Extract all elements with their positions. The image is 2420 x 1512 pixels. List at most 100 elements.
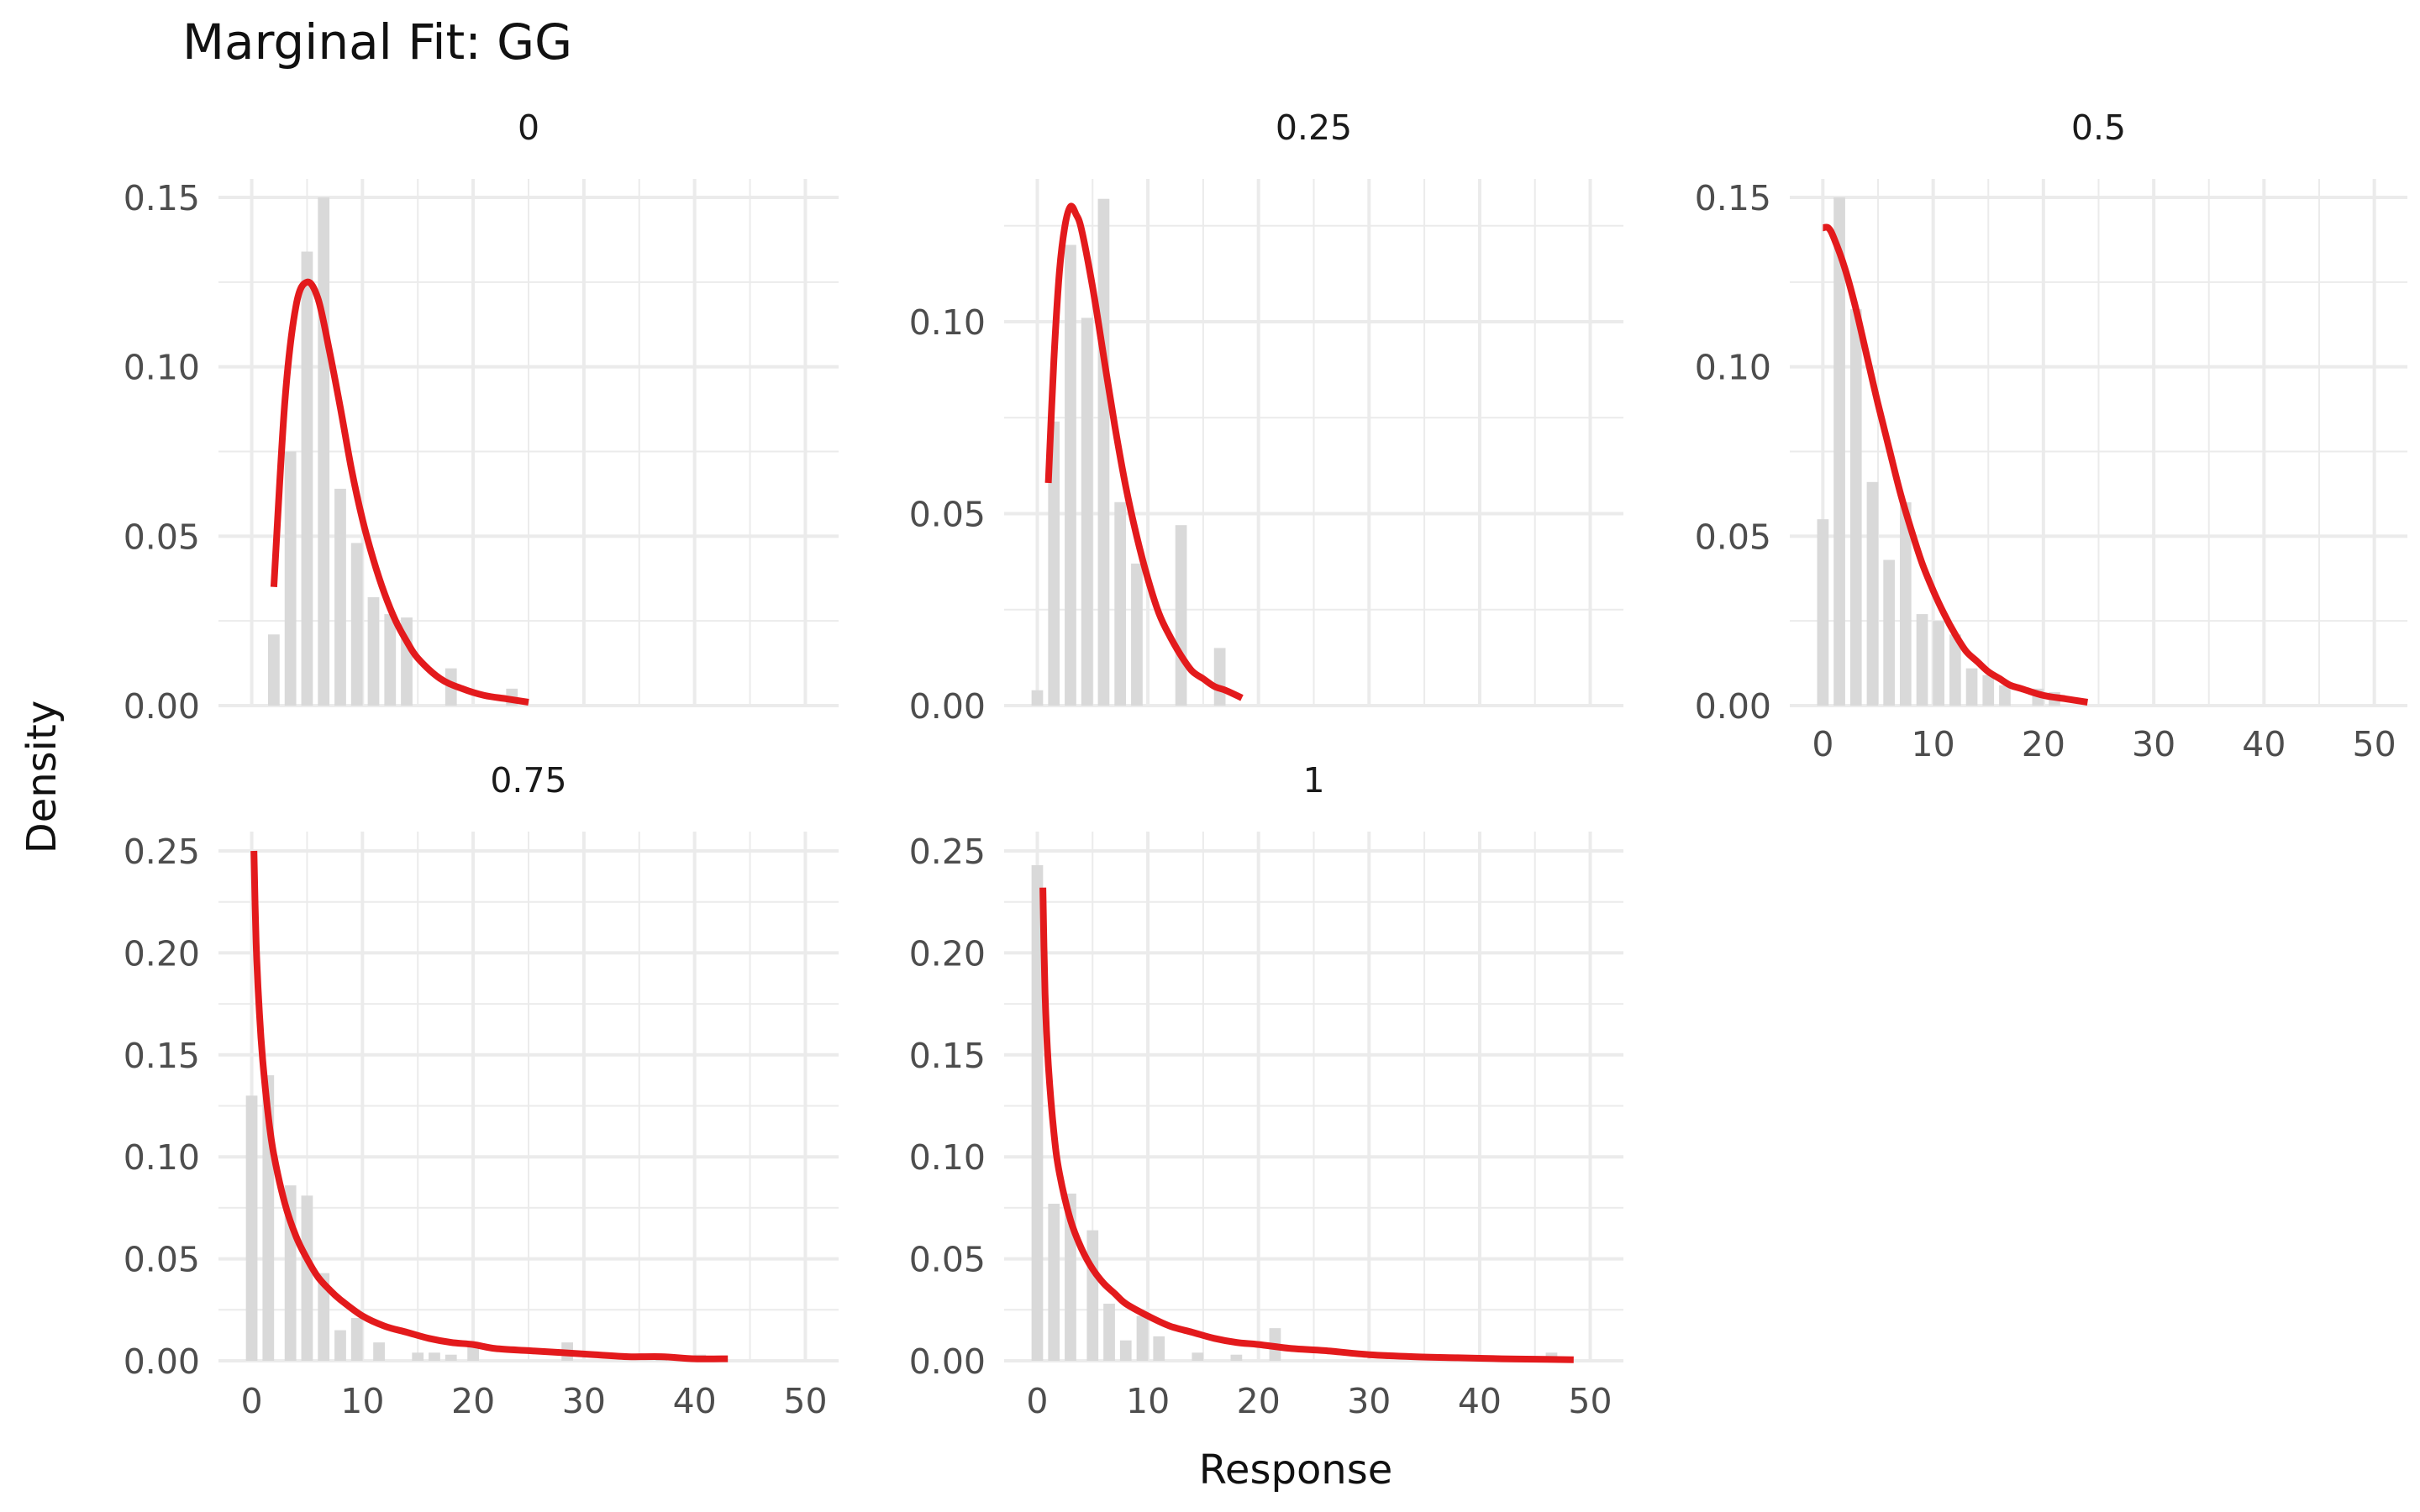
x-tick-label: 50 — [783, 1381, 827, 1421]
histogram-bar — [1883, 559, 1895, 706]
histogram-bar — [429, 1352, 440, 1361]
y-tick-label: 0.00 — [124, 686, 200, 727]
histogram-bar — [412, 1352, 424, 1361]
histogram-bar — [1175, 525, 1187, 706]
x-tick-label: 0 — [1026, 1381, 1048, 1421]
x-tick-label: 30 — [2132, 724, 2175, 764]
histogram-bar — [1153, 1336, 1165, 1361]
histogram-bar — [301, 251, 313, 706]
x-tick-label: 0 — [240, 1381, 262, 1421]
y-tick-label: 0.10 — [909, 1137, 986, 1178]
x-tick-label: 50 — [1568, 1381, 1612, 1421]
y-tick-label: 0.00 — [909, 1341, 986, 1382]
y-tick-label: 0.00 — [909, 686, 986, 727]
histogram-bar — [268, 634, 280, 706]
histogram-bar — [1999, 685, 2011, 706]
y-tick-label: 0.15 — [124, 178, 200, 218]
histogram-bar — [1899, 502, 1912, 706]
histogram-bar — [1048, 421, 1060, 706]
histogram-bar — [1933, 621, 1945, 706]
fit-curve-line — [1044, 202, 1244, 701]
histogram-bar — [445, 1354, 457, 1361]
histogram-bar — [1114, 501, 1127, 706]
histogram-bar — [1916, 614, 1928, 706]
y-axis-label: Density — [18, 701, 66, 853]
histogram-bar — [284, 451, 297, 706]
x-tick-label: 0 — [1812, 724, 1833, 764]
facet-strip-label: 0.75 — [490, 760, 566, 801]
y-tick-label: 0.00 — [124, 1341, 200, 1382]
histogram-bar — [1086, 1230, 1099, 1361]
histogram-bar — [1982, 675, 1995, 706]
y-tick-label: 0.05 — [124, 517, 200, 557]
y-tick-label: 0.25 — [909, 832, 986, 872]
y-tick-label: 0.15 — [909, 1036, 986, 1076]
x-tick-label: 20 — [2022, 724, 2065, 764]
y-tick-label: 0.10 — [124, 1137, 200, 1178]
fit-curve-line — [1822, 223, 2089, 706]
x-tick-label: 30 — [1347, 1381, 1391, 1421]
y-tick-label: 0.05 — [1695, 517, 1771, 557]
histogram-bar — [1097, 198, 1110, 706]
histogram-bar — [334, 1330, 346, 1361]
histogram-bar — [318, 1273, 330, 1361]
histogram-bar — [245, 1095, 258, 1361]
y-tick-label: 0.05 — [909, 1240, 986, 1280]
histogram-bar — [1031, 690, 1044, 706]
histogram-bar — [1081, 318, 1093, 706]
x-tick-label: 40 — [673, 1381, 717, 1421]
y-tick-label: 0.05 — [909, 494, 986, 534]
histogram-bar — [1136, 1315, 1149, 1361]
histogram-bar — [1119, 1340, 1132, 1361]
histogram-bar — [1833, 197, 1845, 706]
x-axis-label: Response — [1199, 1446, 1393, 1494]
x-tick-label: 10 — [1912, 724, 1955, 764]
fit-curve-line — [1039, 887, 1574, 1363]
facet-panel-2: 0.00 0.05 0.10 0.15 0 10 20 30 40 50 0.5 — [1695, 108, 2407, 764]
histogram-bar — [1103, 1304, 1115, 1361]
histogram-bar — [373, 1342, 385, 1361]
histogram-bar — [367, 596, 380, 706]
histogram-bar — [1031, 864, 1044, 1361]
x-tick-label: 40 — [2242, 724, 2286, 764]
facet-panel-0: 0.00 0.05 0.10 0.15 0 — [124, 108, 839, 727]
y-tick-label: 0.25 — [124, 832, 200, 872]
histogram-bar — [1230, 1354, 1243, 1361]
facet-panel-3: 0.00 0.05 0.10 0.15 0.20 0.25 0 10 20 30 40 50 0.75 — [124, 760, 839, 1421]
histogram-bar — [350, 543, 363, 706]
y-tick-label: 0.10 — [124, 348, 200, 388]
histogram-bar — [1965, 668, 1978, 706]
x-tick-label: 30 — [562, 1381, 606, 1421]
y-tick-label: 0.10 — [1695, 348, 1771, 388]
histogram-bar — [1866, 481, 1879, 706]
x-tick-label: 40 — [1458, 1381, 1502, 1421]
x-tick-label: 20 — [451, 1381, 495, 1421]
x-tick-label: 10 — [1126, 1381, 1170, 1421]
histogram-bar — [1949, 634, 1961, 706]
facet-panel-1: 0.00 0.05 0.10 0.25 — [909, 108, 1623, 727]
y-tick-label: 0.20 — [909, 933, 986, 974]
histogram-bar — [1065, 244, 1076, 706]
fit-curve-line — [250, 850, 729, 1362]
facet-strip-label: 0 — [518, 108, 539, 148]
facet-strip-label: 0.5 — [2071, 108, 2126, 148]
histogram-bar — [350, 1318, 363, 1361]
y-tick-label: 0.10 — [909, 302, 986, 343]
histogram-bar — [1192, 1352, 1204, 1361]
x-tick-label: 50 — [2353, 724, 2396, 764]
facet-strip-label: 0.25 — [1276, 108, 1352, 148]
facet-panel-4: 0.00 0.05 0.10 0.15 0.20 0.25 0 10 20 30 40 50 1 — [909, 760, 1623, 1421]
chart-title: Marginal Fit: GG — [182, 13, 572, 71]
histogram-bar — [334, 488, 346, 706]
y-tick-label: 0.20 — [124, 933, 200, 974]
histogram-bar — [1817, 519, 1829, 706]
histogram-bar — [1849, 309, 1862, 706]
histogram-bar — [301, 1195, 313, 1361]
histogram-bar — [318, 197, 330, 706]
y-tick-label: 0.00 — [1695, 686, 1771, 727]
histogram-bar — [1213, 648, 1226, 706]
y-tick-label: 0.05 — [124, 1240, 200, 1280]
facet-strip-label: 1 — [1302, 760, 1324, 801]
fit-curve-line — [270, 278, 529, 706]
